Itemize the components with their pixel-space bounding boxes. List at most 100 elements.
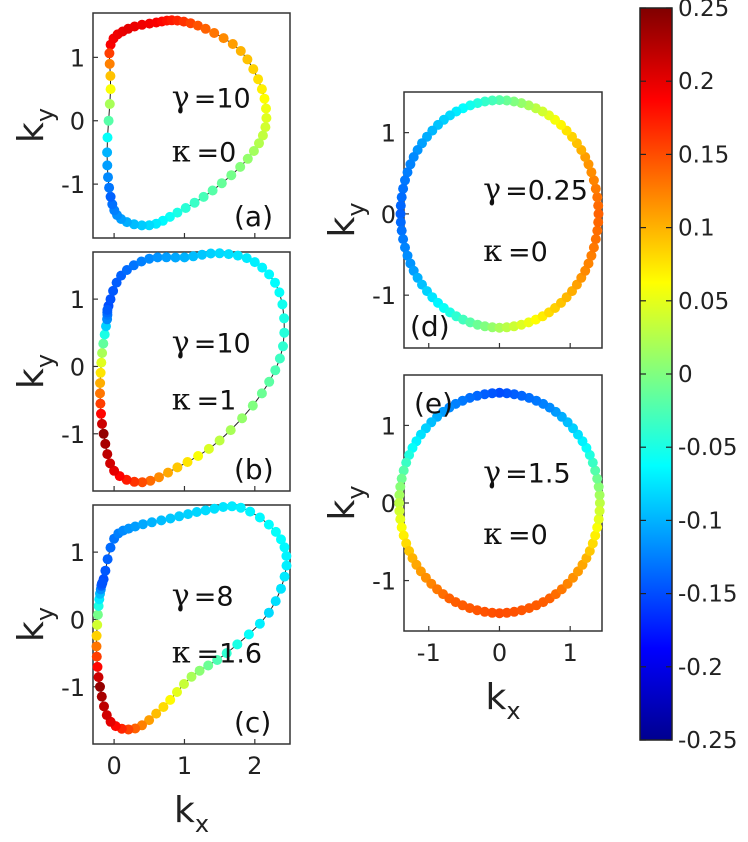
data-point xyxy=(590,234,601,245)
data-point xyxy=(594,506,605,516)
ylabel-e: ky xyxy=(322,485,370,520)
data-point xyxy=(221,648,232,659)
data-point xyxy=(180,203,191,213)
kappa-symbol: κ xyxy=(483,517,502,552)
data-point xyxy=(472,605,483,616)
data-point xyxy=(136,220,147,231)
data-point xyxy=(105,542,116,553)
data-point xyxy=(494,322,505,333)
data-point xyxy=(225,425,236,436)
data-point xyxy=(479,321,490,332)
colorbar-tick-label: -0.2 xyxy=(678,655,723,681)
ytick-label: 0 xyxy=(70,108,85,136)
data-point xyxy=(108,285,119,296)
xlabel-k: k xyxy=(485,677,506,718)
data-point xyxy=(394,498,405,508)
data-point xyxy=(91,641,102,652)
gamma-value: 8 xyxy=(216,581,233,612)
ytick-label: 1 xyxy=(381,412,396,440)
data-point xyxy=(501,607,512,618)
data-point xyxy=(593,200,604,211)
data-point xyxy=(145,475,156,486)
ytick-label: 1 xyxy=(381,120,396,148)
data-point xyxy=(99,701,109,712)
data-point xyxy=(104,99,115,109)
ylabel-k: k xyxy=(11,368,52,389)
data-point xyxy=(586,250,597,261)
data-point xyxy=(501,388,512,399)
ylabel-sub: y xyxy=(31,607,59,621)
data-point xyxy=(163,467,173,478)
data-point xyxy=(243,629,254,640)
data-point xyxy=(198,191,209,202)
data-point xyxy=(95,388,105,399)
data-point xyxy=(103,115,114,126)
data-point xyxy=(264,269,275,280)
data-point xyxy=(396,192,407,203)
data-point xyxy=(405,159,416,170)
data-point xyxy=(203,660,214,671)
gamma-annotation-c: γ =8 xyxy=(172,578,234,613)
data-point xyxy=(109,465,120,476)
data-point xyxy=(104,58,115,69)
data-point xyxy=(270,596,281,607)
kappa-value: 0 xyxy=(531,520,548,551)
xlabel-e: kx xyxy=(485,677,520,725)
xtick-label: 0 xyxy=(106,752,121,780)
data-point xyxy=(395,208,406,219)
data-point xyxy=(588,242,599,253)
panel-label-c: (c) xyxy=(234,706,271,739)
ylabel-k: k xyxy=(11,122,52,143)
data-point xyxy=(186,671,197,682)
data-point xyxy=(494,95,505,106)
equals: = xyxy=(194,328,217,359)
data-point xyxy=(245,506,256,517)
data-point xyxy=(212,655,223,665)
data-point xyxy=(95,681,105,692)
colorbar-tick-label: -0.15 xyxy=(678,582,738,608)
xtick-label: -1 xyxy=(417,639,441,667)
data-point xyxy=(92,619,103,630)
ytick-label: 0 xyxy=(381,490,396,518)
data-point xyxy=(103,172,113,183)
data-point xyxy=(501,322,512,333)
data-point xyxy=(396,522,407,533)
data-point xyxy=(137,477,148,488)
data-point xyxy=(100,438,111,449)
data-point xyxy=(200,23,211,34)
data-point xyxy=(96,408,106,419)
data-point xyxy=(105,191,116,202)
data-point xyxy=(235,161,246,172)
data-point xyxy=(170,252,181,263)
data-point xyxy=(232,250,243,261)
data-point xyxy=(394,506,405,516)
data-point xyxy=(249,257,260,268)
data-point xyxy=(592,225,603,236)
data-point xyxy=(592,522,603,533)
data-point xyxy=(242,153,253,164)
data-point xyxy=(256,388,267,399)
data-point xyxy=(192,20,203,31)
data-point xyxy=(396,225,407,236)
data-point xyxy=(259,93,270,104)
data-point xyxy=(593,217,604,228)
data-point xyxy=(261,103,271,114)
data-point xyxy=(247,400,258,411)
data-point xyxy=(398,530,409,541)
data-point xyxy=(91,630,102,641)
data-point xyxy=(154,472,164,483)
kappa-value: 0 xyxy=(219,138,236,169)
data-point xyxy=(104,48,115,59)
gamma-annotation-a: γ =10 xyxy=(172,81,251,116)
data-point xyxy=(588,175,599,186)
xtick-label: 1 xyxy=(563,639,578,667)
ytick-label: 1 xyxy=(70,539,85,567)
data-point xyxy=(152,252,163,263)
data-point xyxy=(95,367,106,378)
data-point xyxy=(593,208,604,219)
data-point xyxy=(401,538,412,549)
data-point xyxy=(95,398,106,409)
data-point xyxy=(207,185,218,196)
data-point xyxy=(216,178,227,189)
